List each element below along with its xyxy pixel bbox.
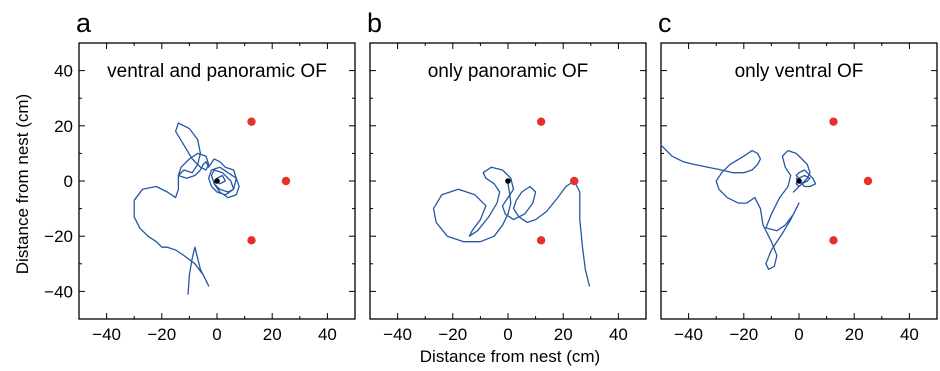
panel-b-nest-dot — [505, 178, 511, 184]
panel-c-landmark-dot — [829, 117, 838, 126]
panel-c-x-tick-label: −20 — [729, 325, 758, 344]
panel-a-x-tick-label: −40 — [92, 325, 121, 344]
panel-b-letter: b — [367, 8, 382, 38]
panel-c-trajectory — [660, 144, 817, 270]
panel-b-landmark-dot — [570, 176, 579, 186]
panel-a-nest-dot — [214, 178, 220, 184]
panel-a-x-tick-label: −20 — [147, 325, 176, 344]
shared-x-axis-label: Distance from nest (cm) — [420, 347, 600, 366]
panel-a-trajectory — [133, 122, 240, 295]
panel-c-x-tick-label: 40 — [900, 325, 919, 344]
panel-c-landmark-dot — [863, 176, 873, 186]
panel-b-landmark-dot — [536, 117, 546, 126]
panel-a-x-tick-label: 0 — [212, 325, 221, 344]
panel-a-x-tick-label: 20 — [263, 325, 282, 344]
panel-b: −40 −20 0 20 40 only panoramic OF b — [367, 8, 647, 344]
panel-b-x-tick-label: 40 — [609, 325, 628, 344]
panel-c-x-tick-label: 20 — [845, 325, 864, 344]
panel-b-x-tick-label: 20 — [554, 325, 573, 344]
panel-c-title: only ventral OF — [735, 61, 864, 82]
panel-a: −40 −20 0 20 40 −40 −20 0 20 40 ventral and panora… — [44, 8, 356, 344]
panel-a-title: ventral and panoramic OF — [107, 61, 327, 82]
panel-a-landmark-dot — [247, 236, 256, 245]
panel-a-x-tick-label: 40 — [318, 325, 337, 344]
panel-b-x-tick-label: −20 — [438, 325, 467, 344]
panel-c-letter: c — [658, 8, 672, 38]
panel-a-y-tick-label: −40 — [44, 282, 73, 301]
panel-c-landmark-dot — [829, 236, 838, 245]
panel-a-y-tick-label: 40 — [54, 62, 73, 81]
panel-c-x-tick-label: −40 — [674, 325, 703, 344]
panel-c: −40 −20 0 20 40 only ventral OF c — [658, 8, 938, 344]
panel-c-x-tick-label: 0 — [794, 325, 803, 344]
panel-b-x-tick-label: −40 — [383, 325, 412, 344]
panel-a-y-tick-label: 0 — [64, 172, 73, 191]
panel-a-y-tick-label: 20 — [54, 117, 73, 136]
panel-b-trajectory — [432, 166, 591, 287]
panel-b-landmark-dot — [536, 236, 546, 245]
panel-a-landmark-dot — [281, 176, 291, 186]
panel-a-y-tick-label: −20 — [44, 227, 73, 246]
panel-c-nest-dot — [796, 178, 802, 184]
panel-b-x-tick-label: 0 — [503, 325, 512, 344]
panel-a-letter: a — [76, 8, 92, 38]
shared-y-axis-label: Distance from nest (cm) — [13, 94, 32, 274]
panel-a-landmark-dot — [247, 117, 256, 126]
panel-b-title: only panoramic OF — [428, 61, 589, 82]
